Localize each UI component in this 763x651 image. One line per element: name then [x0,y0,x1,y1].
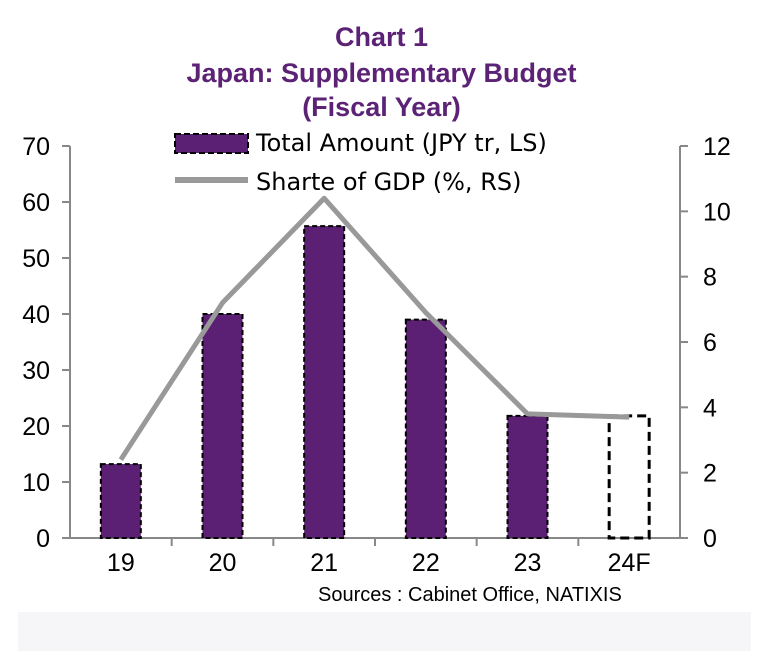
y-right-tick-label: 2 [703,460,717,488]
y-right-tick-label: 10 [703,198,731,226]
y-left-tick-label: 10 [22,469,50,497]
x-tick-label: 19 [107,549,135,577]
y-right-tick-label: 4 [703,394,717,422]
bottom-band [18,612,751,651]
bar [506,414,549,540]
x-tick-label: 21 [310,549,338,577]
bar [201,313,244,539]
y-left-tick-label: 40 [22,301,50,329]
legend-label-line: Sharte of GDP (%, RS) [256,168,522,196]
y-left-tick-label: 30 [22,357,50,385]
x-tick-label: 22 [412,549,440,577]
bar [607,414,651,540]
y-left-tick-label: 0 [36,525,50,553]
legend-bar-swatch [174,133,249,154]
y-left-tick-label: 60 [22,189,50,217]
y-right-tick-label: 8 [703,264,717,292]
source-note: Sources : Cabinet Office, NATIXIS [318,584,622,606]
y-left-tick-label: 20 [22,413,50,441]
x-tick-label: 20 [209,549,237,577]
y-right-tick-label: 12 [703,133,731,161]
x-tick-label: 24F [608,549,651,577]
chart-title: Chart 1 [334,22,429,52]
y-right-tick-label: 6 [703,329,717,357]
series-line-gdp-share [118,195,630,461]
y-right-tick-label: 0 [703,525,717,553]
y-left-tick-label: 50 [22,245,50,273]
chart-subtitle-period: (Fiscal Year) [302,92,461,122]
chart-subtitle: Japan: Supplementary Budget [186,58,577,88]
bar [404,318,447,539]
x-tick-label: 23 [514,549,542,577]
bar [303,225,346,540]
legend-label-bars: Total Amount (JPY tr, LS) [256,129,547,157]
bar [99,463,142,539]
y-left-tick-label: 70 [22,133,50,161]
